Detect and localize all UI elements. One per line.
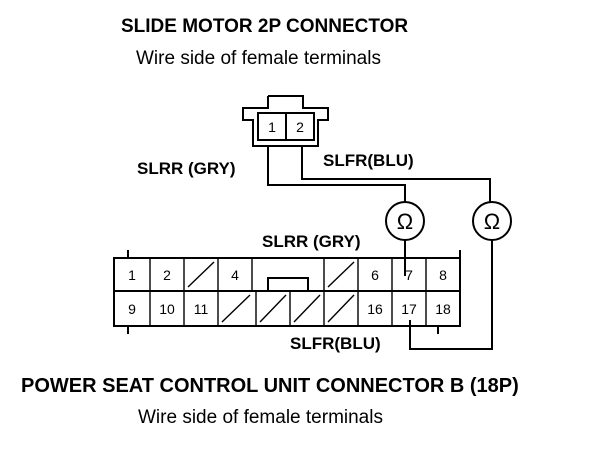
pin-1: 1 bbox=[128, 267, 136, 283]
ohmmeter-symbol-right: Ω bbox=[472, 201, 512, 241]
slide-motor-subtitle: Wire side of female terminals bbox=[136, 48, 381, 69]
ohmmeter-symbol-left: Ω bbox=[385, 201, 425, 241]
pin-11: 11 bbox=[194, 301, 209, 317]
test-leads bbox=[267, 146, 493, 350]
pin-6: 6 bbox=[371, 267, 379, 283]
slide-motor-connector: 1 2 bbox=[242, 95, 329, 147]
pin-10: 10 bbox=[159, 301, 175, 317]
pin-2: 2 bbox=[163, 267, 171, 283]
pin-7: 7 bbox=[405, 267, 413, 283]
pin-17: 17 bbox=[401, 301, 417, 317]
pin-4: 4 bbox=[231, 267, 239, 283]
wire-label-slrr-top: SLRR (GRY) bbox=[137, 159, 236, 178]
pin-16: 16 bbox=[367, 301, 383, 317]
slide-motor-title: SLIDE MOTOR 2P CONNECTOR bbox=[121, 16, 409, 37]
wire-label-slfr-top: SLFR(BLU) bbox=[323, 151, 414, 170]
pin-9: 9 bbox=[128, 301, 136, 317]
motor-terminal-1: 1 bbox=[268, 119, 276, 135]
svg-text:Ω: Ω bbox=[397, 209, 413, 234]
control-unit-title: POWER SEAT CONTROL UNIT CONNECTOR B (18P… bbox=[21, 375, 519, 397]
wire-label-slrr-mid: SLRR (GRY) bbox=[262, 232, 361, 251]
control-unit-subtitle: Wire side of female terminals bbox=[138, 407, 383, 428]
svg-text:Ω: Ω bbox=[484, 209, 500, 234]
wire-label-slfr-bottom: SLFR(BLU) bbox=[290, 334, 381, 353]
pin-18: 18 bbox=[435, 301, 451, 317]
pin-8: 8 bbox=[439, 267, 447, 283]
motor-terminal-2: 2 bbox=[296, 119, 304, 135]
control-unit-connector: 1 2 4 6 7 8 9 10 11 16 17 18 bbox=[113, 250, 461, 334]
